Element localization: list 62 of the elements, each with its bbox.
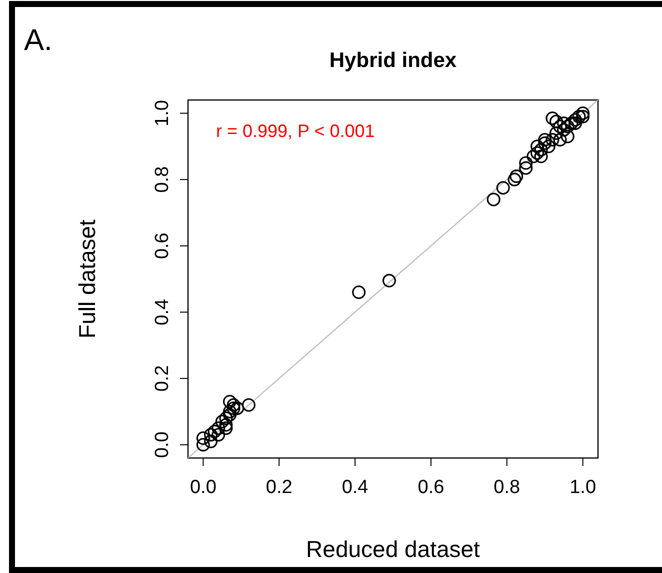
point [530,146,544,160]
y-tick-label: 1.0 [152,100,173,126]
point [215,414,229,428]
annotation: r = 0.999, P < 0.001 [216,121,375,141]
point [542,140,556,154]
point [226,402,240,416]
point [560,120,574,134]
point [212,421,226,435]
point [219,418,233,432]
point [219,411,233,425]
point [223,394,237,408]
point [486,192,500,206]
point [230,402,244,416]
point [568,113,582,127]
point [242,398,256,412]
point [496,181,510,195]
y-tick-label: 0.8 [152,166,173,193]
x-tick-label: 0.0 [190,477,216,498]
point [549,126,563,140]
y-tick-label: 0.2 [152,365,173,392]
y-tick-label: 0.6 [152,232,173,260]
y-axis-title: Full dataset [74,218,100,338]
point [526,150,540,164]
point [519,156,533,170]
point [204,428,218,442]
point [204,434,218,448]
x-tick-label: 0.8 [494,477,520,498]
x-tick-label: 1.0 [570,477,596,498]
x-axis-title: Reduced dataset [306,536,481,562]
point [534,150,548,164]
y-tick-label: 0.4 [152,298,173,326]
point [352,286,366,300]
point [212,428,226,442]
text: A. [24,24,52,57]
point [226,398,240,412]
point [534,142,548,156]
chart-title: Hybrid index [329,49,457,72]
point [223,404,237,418]
y-tick-label: 0.0 [152,432,173,458]
point [508,172,522,186]
point [208,424,222,438]
point [538,136,552,150]
point [572,110,586,124]
point [196,438,210,452]
point [568,116,582,130]
point [530,140,544,154]
point [576,106,590,120]
x-tick-label: 0.2 [266,477,292,498]
point [560,130,574,144]
point [546,111,560,125]
point [576,110,590,124]
point [553,133,567,147]
point [546,133,560,147]
point [538,133,552,147]
point [219,421,233,435]
x-tick-label: 0.6 [418,477,444,498]
x-tick-label: 0.4 [342,477,369,498]
point [510,169,524,183]
point [549,114,563,128]
point [196,431,210,445]
point [519,161,533,175]
point [382,274,396,288]
